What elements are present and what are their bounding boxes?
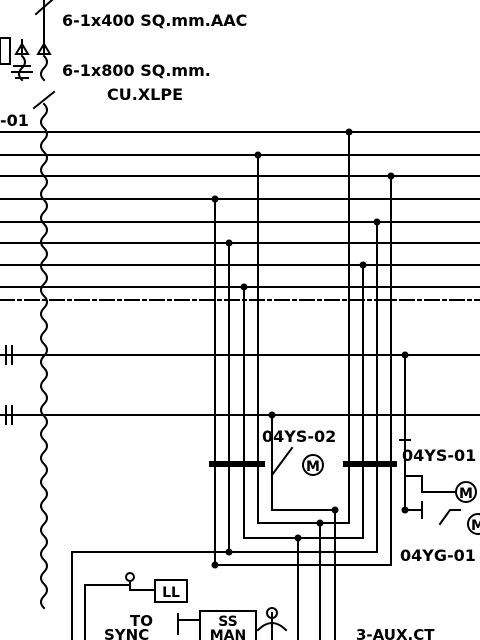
switch-04ys02-label: 04YS-02 <box>262 427 336 446</box>
xlpe-cable-label-1: 6-1x800 SQ.mm. <box>62 61 211 80</box>
ss-man-label-1: SS <box>218 614 238 630</box>
motor-04ys02-symbol: M <box>306 459 320 475</box>
incoming-feeder <box>34 0 54 41</box>
control-bus-lines <box>0 131 480 288</box>
ll-relay-label: LL <box>162 585 180 601</box>
motor-04ys01 <box>404 475 477 503</box>
vertical-wiring <box>71 131 423 640</box>
left-tag-fragment: -01 <box>0 111 29 130</box>
junction-dots <box>211 128 409 569</box>
aac-cable-label: 6-1x400 SQ.mm.AAC <box>62 11 247 30</box>
to-sync-label-2: SYNC <box>104 626 149 640</box>
capacitor-lines <box>0 345 480 425</box>
to-sync-label-1: TO <box>130 612 153 630</box>
motor-04ys02 <box>270 446 324 477</box>
switch-04yg01-label: 04YG-01 <box>400 546 476 565</box>
motor-partial <box>438 509 480 535</box>
ss-man-label-2: MAN <box>210 628 246 640</box>
motor-partial-symbol: M <box>471 518 480 534</box>
terminal-blocks <box>209 461 397 467</box>
ss-man-switch <box>177 607 288 640</box>
switch-04ys01-label: 04YS-01 <box>402 446 476 465</box>
aux-ct-label: 3-AUX.CT <box>356 626 435 640</box>
xlpe-cable-label-2: CU.XLPE <box>107 85 183 104</box>
motor-04ys01-symbol: M <box>459 486 473 502</box>
ll-relay <box>125 572 188 603</box>
surge-arrester-group <box>0 37 56 110</box>
